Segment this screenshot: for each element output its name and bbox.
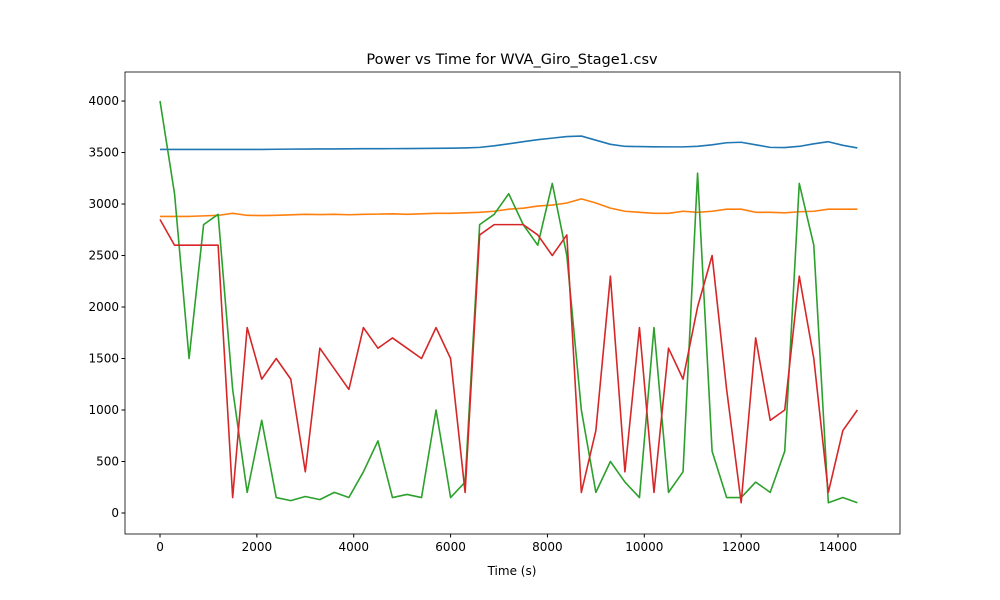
series-line [160,135,858,151]
x-tick-label: 8000 [532,540,563,554]
x-tick-label: 2000 [242,540,273,554]
x-tick-label: 0 [156,540,164,554]
x-axis-label: Time (s) [487,564,537,578]
y-tick-label: 2000 [88,300,119,314]
y-tick-label: 1000 [88,403,119,417]
x-tick-label: 14000 [819,540,857,554]
series-line [159,219,859,504]
y-tick-label: 3000 [88,197,119,211]
plot-frame [124,71,901,535]
x-tick-label: 4000 [338,540,369,554]
y-tick-label: 1500 [88,352,119,366]
series-line [160,198,858,218]
y-tick-label: 4000 [88,94,119,108]
x-tick-label: 10000 [625,540,663,554]
y-tick-label: 0 [111,506,119,520]
y-tick-label: 3500 [88,146,119,160]
y-tick-label: 500 [96,454,119,468]
chart-title: Power vs Time for WVA_Giro_Stage1.csv [366,52,658,68]
x-tick-label: 12000 [722,540,760,554]
series-line [159,100,858,504]
y-tick-label: 2500 [88,249,119,263]
x-tick-label: 6000 [435,540,466,554]
